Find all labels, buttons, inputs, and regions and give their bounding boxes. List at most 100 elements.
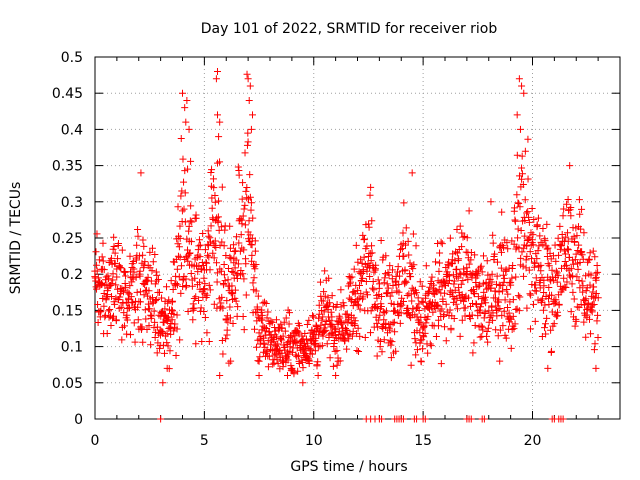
data-point	[105, 313, 113, 321]
data-point	[245, 96, 253, 104]
data-point	[525, 266, 533, 274]
data-point	[97, 307, 105, 315]
data-point	[322, 326, 330, 334]
data-point	[331, 347, 339, 355]
data-point	[240, 275, 248, 283]
data-point	[226, 314, 234, 322]
data-point	[526, 248, 534, 256]
data-point	[571, 256, 579, 264]
data-point	[518, 170, 526, 178]
data-point	[167, 330, 175, 338]
data-point	[370, 286, 378, 294]
data-point	[548, 266, 556, 274]
data-point	[483, 257, 491, 265]
data-point	[456, 222, 464, 230]
data-point	[516, 125, 524, 133]
data-point	[400, 199, 408, 207]
data-point	[314, 343, 322, 351]
data-point	[264, 308, 272, 316]
data-point	[594, 311, 602, 319]
data-point	[219, 304, 227, 312]
data-point	[203, 329, 211, 337]
data-point	[480, 415, 488, 423]
data-point	[107, 254, 115, 262]
data-point	[142, 315, 150, 323]
data-point	[441, 289, 449, 297]
data-point	[591, 253, 599, 261]
data-point	[350, 320, 358, 328]
data-point	[214, 67, 221, 75]
data-point	[351, 317, 359, 325]
data-point	[524, 135, 532, 143]
data-point	[494, 332, 502, 340]
data-point	[270, 338, 278, 346]
data-point	[434, 302, 442, 310]
data-point	[530, 216, 538, 224]
data-point	[525, 235, 533, 243]
data-point	[594, 268, 602, 276]
data-point	[408, 169, 416, 177]
data-point	[201, 246, 209, 254]
data-point	[524, 208, 532, 216]
data-point	[571, 322, 579, 330]
data-point	[471, 290, 479, 298]
data-point	[439, 312, 447, 320]
data-point	[588, 306, 596, 314]
data-point	[205, 337, 213, 345]
data-point	[195, 242, 203, 250]
data-point	[329, 362, 337, 370]
data-point	[562, 283, 570, 291]
data-point	[354, 286, 362, 294]
data-point	[424, 313, 432, 321]
data-point	[279, 363, 287, 371]
data-point	[440, 278, 448, 286]
data-point	[540, 282, 548, 290]
data-point	[172, 279, 180, 287]
data-point	[213, 269, 221, 277]
data-point	[312, 334, 320, 342]
data-point	[468, 311, 476, 319]
data-point	[336, 357, 344, 365]
data-point	[253, 343, 261, 351]
data-point	[141, 306, 149, 314]
data-point	[105, 307, 113, 315]
data-point	[245, 217, 253, 225]
data-point	[346, 274, 354, 282]
data-point	[380, 316, 388, 324]
data-point	[426, 340, 434, 348]
data-point	[402, 278, 410, 286]
data-point	[108, 314, 116, 322]
data-point	[247, 206, 255, 214]
data-point	[501, 296, 509, 304]
data-point	[121, 280, 129, 288]
data-point	[234, 303, 242, 311]
data-point	[131, 338, 139, 346]
data-point	[381, 309, 389, 317]
data-point	[578, 277, 586, 285]
data-point	[274, 360, 282, 368]
data-point	[127, 331, 135, 339]
data-point	[139, 338, 147, 346]
data-point	[419, 298, 427, 306]
data-point	[457, 280, 465, 288]
data-point	[146, 305, 154, 313]
data-point	[446, 306, 454, 314]
data-point	[530, 300, 538, 308]
data-point	[489, 239, 497, 247]
data-point	[458, 243, 466, 251]
data-point	[528, 204, 536, 212]
data-point	[498, 208, 506, 216]
y-tick-label: 0.45	[52, 86, 83, 102]
data-point	[573, 232, 581, 240]
data-point	[148, 244, 156, 252]
data-point	[298, 358, 306, 366]
data-point	[396, 319, 404, 327]
data-point	[533, 255, 541, 263]
data-point	[268, 318, 276, 326]
data-point	[202, 258, 210, 266]
data-point	[585, 255, 593, 263]
data-point	[249, 111, 256, 119]
data-point	[569, 288, 577, 296]
data-point	[536, 232, 544, 240]
data-point	[382, 252, 390, 260]
